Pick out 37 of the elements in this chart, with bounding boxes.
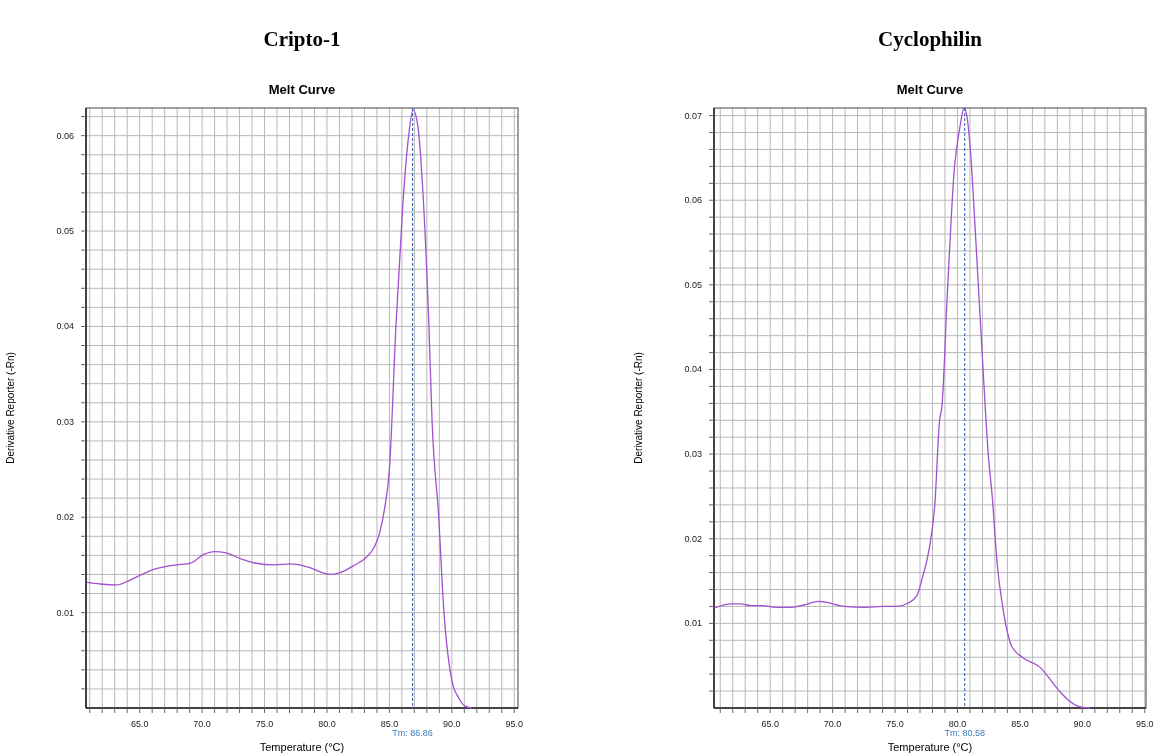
y-tick-label: 0.01	[684, 618, 702, 629]
y-tick-label: 0.01	[56, 607, 74, 618]
y-tick-label: 0.04	[684, 364, 702, 375]
y-tick-label: 0.06	[56, 130, 74, 141]
x-tick-label: 70.0	[823, 719, 842, 729]
x-axis-title: Temperature (°C)	[887, 741, 973, 753]
x-tick-label: 85.0	[1011, 719, 1029, 729]
y-tick-label: 0.02	[684, 533, 702, 544]
x-tick-label: 75.0	[886, 719, 904, 729]
y-tick-label: 0.05	[684, 279, 702, 290]
x-tick-label: 95.0	[505, 719, 524, 729]
x-tick-label: 90.0	[1073, 719, 1092, 729]
x-tick-label: 65.0	[761, 719, 779, 729]
y-tick-label: 0.05	[56, 226, 74, 237]
y-tick-label: 0.04	[56, 321, 74, 332]
x-tick-label: 90.0	[443, 719, 461, 729]
x-tick-label: 70.0	[193, 719, 211, 729]
x-tick-label: 75.0	[255, 719, 274, 729]
x-tick-label: 65.0	[130, 719, 149, 729]
y-tick-label: 0.03	[684, 449, 702, 460]
chart-title: Cripto-1	[263, 27, 341, 51]
chart-title: Cyclophilin	[878, 27, 983, 51]
y-tick-label: 0.07	[684, 110, 702, 121]
y-axis-title: Derivative Reporter (-Rn)	[633, 352, 644, 464]
x-tick-label: 80.0	[318, 719, 336, 729]
chart-subtitle: Melt Curve	[268, 82, 336, 97]
x-tick-label: 95.0	[1135, 719, 1154, 729]
ref-line-label: Tm: 86.86	[392, 728, 433, 738]
y-tick-label: 0.02	[56, 512, 74, 523]
chart-subtitle: Melt Curve	[896, 82, 964, 97]
y-axis-title: Derivative Reporter (-Rn)	[5, 352, 16, 464]
x-tick-label: 85.0	[380, 719, 399, 729]
x-tick-label: 80.0	[948, 719, 967, 729]
y-tick-label: 0.06	[684, 195, 702, 206]
x-axis-title: Temperature (°C)	[259, 741, 345, 753]
ref-line-label: Tm: 80.58	[944, 728, 985, 738]
y-tick-label: 0.03	[56, 416, 74, 427]
